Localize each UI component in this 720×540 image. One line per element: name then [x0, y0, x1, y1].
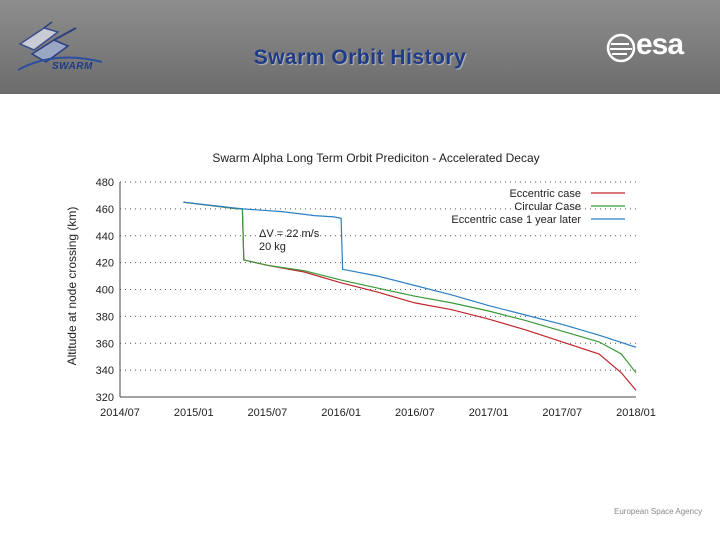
- legend-label-2: Eccentric case 1 year later: [451, 214, 581, 226]
- y-axis-label: Altitude at node crossing (km): [65, 207, 79, 366]
- series-line-1: [183, 201, 637, 374]
- series-line-0: [183, 201, 637, 391]
- page-title: Swarm Orbit History: [253, 46, 467, 69]
- series-line-2: [183, 201, 637, 348]
- header-bar: SWARM Swarm Orbit History esa: [0, 0, 720, 94]
- chart-axes: [119, 182, 636, 398]
- y-tick-label: 460: [96, 204, 114, 216]
- chart-title: Swarm Alpha Long Term Orbit Prediciton -…: [212, 151, 539, 165]
- x-tick-label: 2014/07: [100, 407, 140, 419]
- y-tick-label: 480: [96, 177, 114, 189]
- chart-ticks: 320 340 360 380 400 420 440 460 480 2014/07 2015/0…: [96, 177, 656, 419]
- chart-annotation: ΔV = 22 m/s20 kg: [259, 228, 320, 253]
- esa-logo-icon: [606, 33, 636, 63]
- x-tick-label: 2015/07: [248, 407, 288, 419]
- esa-logo-text: esa: [636, 28, 684, 61]
- y-tick-label: 420: [96, 258, 114, 270]
- y-tick-label: 440: [96, 231, 114, 243]
- y-tick-label: 400: [96, 285, 114, 297]
- legend-label-0: Eccentric case: [509, 188, 581, 200]
- chart-series: [183, 201, 637, 391]
- y-tick-label: 340: [96, 365, 114, 377]
- x-tick-label: 2018/01: [616, 407, 656, 419]
- x-tick-label: 2016/07: [395, 407, 435, 419]
- x-tick-label: 2016/01: [321, 407, 361, 419]
- legend-label-1: Circular Case: [514, 201, 581, 213]
- chart-gridlines: [120, 181, 636, 371]
- y-tick-label: 320: [96, 392, 114, 404]
- footer-agency-label: European Space Agency: [614, 507, 703, 516]
- x-tick-label: 2017/07: [542, 407, 582, 419]
- swarm-logo-text: SWARM: [52, 61, 93, 72]
- annotation-line-0: ΔV = 22 m/s: [259, 228, 320, 240]
- swarm-satellite-logo-icon: [17, 21, 103, 71]
- y-tick-label: 380: [96, 311, 114, 323]
- x-tick-label: 2015/01: [174, 407, 214, 419]
- x-tick-label: 2017/01: [469, 407, 509, 419]
- y-tick-label: 360: [96, 338, 114, 350]
- annotation-line-1: 20 kg: [259, 241, 286, 253]
